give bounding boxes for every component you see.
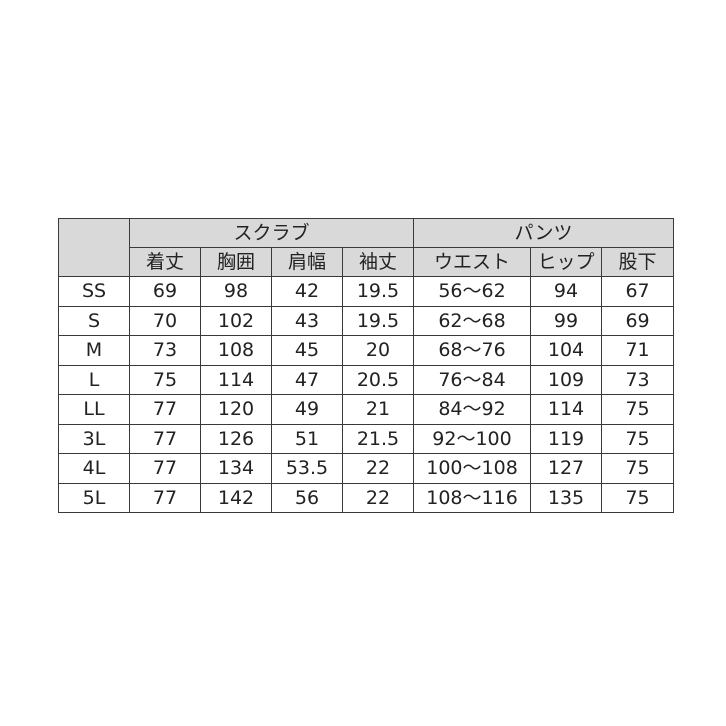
table-cell: 19.5 — [341, 305, 415, 336]
corner-cell — [58, 218, 130, 277]
table-cell: 76〜84 — [413, 364, 532, 395]
size-label: SS — [58, 276, 130, 307]
table-row: M 73 108 45 20 68〜76 104 71 — [58, 335, 675, 366]
table-cell: 68〜76 — [413, 335, 532, 366]
table-cell: 100〜108 — [413, 453, 532, 484]
size-label: 4L — [58, 453, 130, 484]
table-cell: 120 — [200, 394, 272, 425]
table-cell: 73 — [601, 364, 675, 395]
size-table: スクラブ パンツ 着丈 胸囲 肩幅 袖丈 ウエスト ヒップ 股下 SS 69 98 42 19.5 5… — [58, 218, 675, 513]
column-header: 肩幅 — [271, 247, 343, 277]
table-cell: 71 — [601, 335, 675, 366]
table-cell: 69 — [601, 305, 675, 336]
table-cell: 75 — [129, 364, 201, 395]
table-cell: 19.5 — [341, 276, 415, 307]
table-cell: 69 — [129, 276, 201, 307]
table-cell: 114 — [200, 364, 272, 395]
table-cell: 45 — [271, 335, 343, 366]
size-label: 3L — [58, 423, 130, 454]
table-cell: 75 — [601, 423, 675, 454]
table-cell: 77 — [129, 453, 201, 484]
table-cell: 53.5 — [271, 453, 343, 484]
size-label: M — [58, 335, 130, 366]
table-row: 4L 77 134 53.5 22 100〜108 127 75 — [58, 453, 675, 484]
table-cell: 75 — [601, 482, 675, 513]
group-header-scrub: スクラブ — [128, 218, 415, 248]
column-header: ヒップ — [530, 247, 603, 277]
table-cell: 77 — [129, 423, 201, 454]
table-row: LL 77 120 49 21 84〜92 114 75 — [58, 394, 675, 425]
table-cell: 77 — [129, 394, 201, 425]
table-cell: 98 — [200, 276, 272, 307]
table-cell: 22 — [341, 482, 415, 513]
table-row: 3L 77 126 51 21.5 92〜100 119 75 — [58, 423, 675, 454]
table-cell: 70 — [129, 305, 201, 336]
column-header: ウエスト — [413, 247, 532, 277]
column-header: 股下 — [601, 247, 675, 277]
table-cell: 102 — [200, 305, 272, 336]
size-label: L — [58, 364, 130, 395]
table-cell: 119 — [530, 423, 603, 454]
table-cell: 21.5 — [341, 423, 415, 454]
table-row: SS 69 98 42 19.5 56〜62 94 67 — [58, 276, 675, 307]
table-row: L 75 114 47 20.5 76〜84 109 73 — [58, 364, 675, 395]
table-cell: 47 — [271, 364, 343, 395]
table-cell: 135 — [530, 482, 603, 513]
table-cell: 142 — [200, 482, 272, 513]
table-cell: 75 — [601, 394, 675, 425]
table-cell: 77 — [129, 482, 201, 513]
table-cell: 99 — [530, 305, 603, 336]
table-cell: 43 — [271, 305, 343, 336]
table-cell: 56〜62 — [413, 276, 532, 307]
table-cell: 22 — [341, 453, 415, 484]
table-cell: 62〜68 — [413, 305, 532, 336]
column-header: 胸囲 — [200, 247, 272, 277]
table-cell: 20 — [341, 335, 415, 366]
table-cell: 108〜116 — [413, 482, 532, 513]
group-header-pants: パンツ — [413, 218, 675, 248]
table-cell: 42 — [271, 276, 343, 307]
table-cell: 73 — [129, 335, 201, 366]
table-cell: 75 — [601, 453, 675, 484]
size-label: S — [58, 305, 130, 336]
table-row: S 70 102 43 19.5 62〜68 99 69 — [58, 305, 675, 336]
table-cell: 134 — [200, 453, 272, 484]
table-cell: 92〜100 — [413, 423, 532, 454]
table-cell: 108 — [200, 335, 272, 366]
table-cell: 114 — [530, 394, 603, 425]
table-cell: 49 — [271, 394, 343, 425]
column-header: 袖丈 — [341, 247, 415, 277]
table-cell: 109 — [530, 364, 603, 395]
table-cell: 84〜92 — [413, 394, 532, 425]
size-label: LL — [58, 394, 130, 425]
table-row: 5L 77 142 56 22 108〜116 135 75 — [58, 482, 675, 513]
size-label: 5L — [58, 482, 130, 513]
table-cell: 56 — [271, 482, 343, 513]
table-cell: 126 — [200, 423, 272, 454]
table-cell: 127 — [530, 453, 603, 484]
table-cell: 104 — [530, 335, 603, 366]
table-cell: 94 — [530, 276, 603, 307]
table-cell: 21 — [341, 394, 415, 425]
table-cell: 20.5 — [341, 364, 415, 395]
column-header: 着丈 — [129, 247, 201, 277]
table-cell: 51 — [271, 423, 343, 454]
table-cell: 67 — [601, 276, 675, 307]
